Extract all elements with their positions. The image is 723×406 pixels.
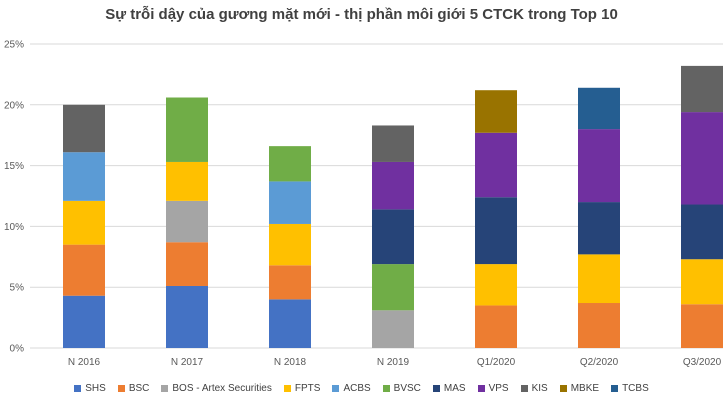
legend-item: MAS: [432, 383, 466, 394]
legend-swatch: [332, 385, 340, 392]
y-tick-label: 0%: [10, 344, 25, 355]
bar-segment-vps: [681, 112, 723, 205]
legend-label: BSC: [128, 383, 150, 394]
x-axis-ticks: N 2016 N 2017 N 2018 N 2019 Q1/2020 Q2/2020 Q3…: [68, 357, 722, 368]
y-tick-label: 10%: [4, 222, 24, 233]
x-tick-label: N 2019: [377, 357, 410, 368]
bar-segment-mas: [475, 197, 517, 265]
legend-swatch: [161, 385, 169, 392]
legend-item: MBKE: [559, 383, 600, 394]
bar-segment-vps: [372, 161, 414, 210]
bar-segment-bsc: [578, 303, 620, 348]
bar-segment-shs: [63, 295, 105, 348]
bar-segment-bsc: [166, 242, 208, 286]
bar-segment-mas: [578, 202, 620, 255]
x-tick-label: Q1/2020: [477, 357, 516, 368]
legend-label: KIS: [531, 383, 548, 394]
legend-item: FPTS: [283, 383, 321, 394]
bar-segment-kis: [681, 65, 723, 113]
legend: SHS BSC BOS - Artex Securities FPTS ACBS BVSC…: [0, 383, 723, 394]
chart-title: Sự trỗi dậy của gương mặt mới - thị phần…: [105, 6, 618, 23]
legend-swatch: [382, 385, 390, 392]
legend-label: FPTS: [294, 383, 321, 394]
legend-label: BOS - Artex Securities: [172, 383, 272, 394]
legend-swatch: [477, 385, 485, 392]
bar-segment-acbs: [269, 181, 311, 224]
bar-segment-bos-artex-securities: [166, 200, 208, 243]
bar-segment-fpts: [475, 264, 517, 306]
bar-segment-fpts: [269, 223, 311, 266]
legend-item: TCBS: [611, 383, 649, 394]
legend-swatch: [117, 385, 125, 392]
bar-segment-fpts: [681, 259, 723, 305]
legend-label: BVSC: [393, 383, 421, 394]
x-tick-label: Q3/2020: [683, 357, 722, 368]
x-tick-label: N 2016: [68, 357, 101, 368]
bar-segment-fpts: [578, 254, 620, 304]
legend-item: ACBS: [332, 383, 371, 394]
x-tick-label: Q2/2020: [580, 357, 619, 368]
legend-label: MAS: [443, 383, 466, 394]
legend-label: TCBS: [622, 383, 649, 394]
legend-label: SHS: [85, 383, 106, 394]
bar-segment-bvsc: [372, 264, 414, 311]
legend-swatch: [520, 385, 528, 392]
y-tick-label: 20%: [4, 100, 24, 111]
bar-segment-mas: [372, 209, 414, 265]
bar-segment-bsc: [63, 244, 105, 296]
legend-item: BSC: [117, 383, 150, 394]
bar-segment-mas: [681, 204, 723, 260]
bar-segment-vps: [578, 129, 620, 203]
legend-swatch: [559, 385, 567, 392]
bar-segment-bvsc: [166, 97, 208, 162]
bar-segment-tcbs: [578, 87, 620, 130]
bar-segment-fpts: [63, 200, 105, 245]
x-tick-label: N 2018: [274, 357, 307, 368]
bar-segment-kis: [372, 125, 414, 162]
bar-segment-acbs: [63, 152, 105, 201]
y-tick-label: 15%: [4, 161, 24, 172]
y-tick-label: 5%: [10, 283, 25, 294]
bar-segment-bsc: [269, 265, 311, 300]
x-tick-label: N 2017: [171, 357, 204, 368]
bar-segment-bos-artex-securities: [372, 310, 414, 348]
bar-segment-vps: [475, 132, 517, 198]
legend-swatch: [283, 385, 291, 392]
y-tick-label: 25%: [4, 40, 24, 51]
bar-segment-shs: [269, 299, 311, 348]
legend-swatch: [432, 385, 440, 392]
legend-label: ACBS: [343, 383, 371, 394]
bars: [63, 65, 723, 348]
y-axis-ticks: 0% 5% 10% 15% 20% 25%: [4, 40, 24, 355]
legend-item: BOS - Artex Securities: [161, 383, 272, 394]
legend-item: BVSC: [382, 383, 421, 394]
bar-segment-fpts: [166, 161, 208, 201]
bar-segment-kis: [63, 104, 105, 153]
legend-label: VPS: [488, 383, 509, 394]
legend-item: VPS: [477, 383, 509, 394]
legend-swatch: [74, 385, 82, 392]
bar-segment-bvsc: [269, 146, 311, 182]
legend-item: SHS: [74, 383, 106, 394]
legend-label: MBKE: [570, 383, 600, 394]
bar-segment-bsc: [475, 305, 517, 348]
bar-segment-mbke: [475, 90, 517, 133]
bar-segment-bsc: [681, 304, 723, 348]
bar-segment-shs: [166, 285, 208, 348]
legend-swatch: [611, 385, 619, 392]
legend-item: KIS: [520, 383, 548, 394]
